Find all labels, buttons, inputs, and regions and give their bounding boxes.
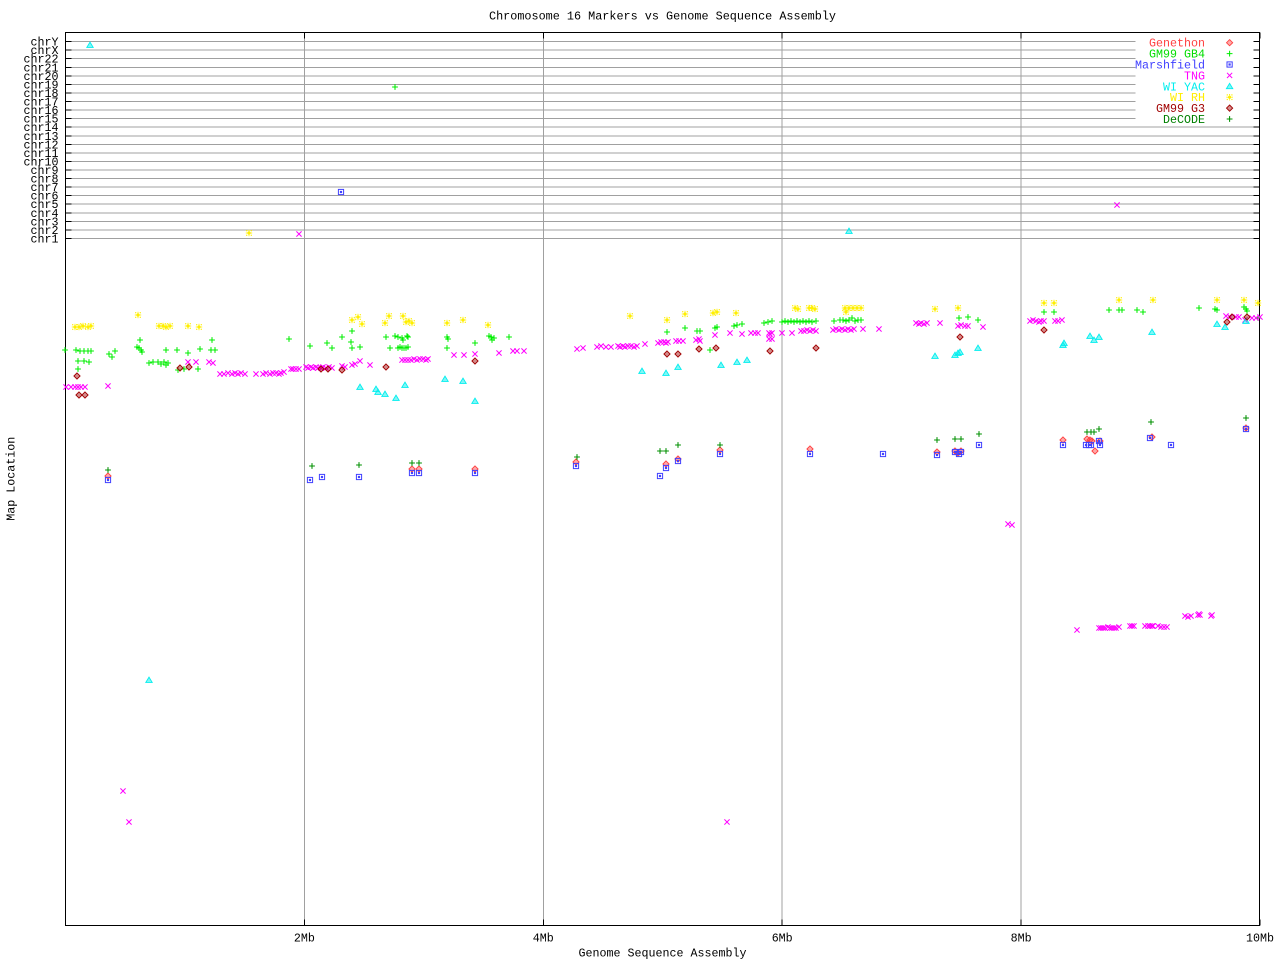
svg-text:WI YAC: WI YAC [1163,80,1205,94]
svg-text:Map Location: Map Location [5,437,19,521]
svg-text:chr18: chr18 [24,87,59,101]
svg-text:WI RH: WI RH [1170,91,1205,105]
svg-text:Chromosome 16 Markers vs Genom: Chromosome 16 Markers vs Genome Sequence… [489,10,836,24]
svg-text:chr4: chr4 [31,207,59,221]
svg-text:chrX: chrX [31,44,59,58]
svg-text:DeCODE: DeCODE [1163,113,1205,127]
svg-text:6Mb: 6Mb [772,932,793,946]
svg-text:chr14: chr14 [24,121,59,135]
svg-text:chr12: chr12 [24,138,59,152]
svg-text:Genethon: Genethon [1149,37,1205,51]
svg-text:8Mb: 8Mb [1011,932,1032,946]
svg-text:chr7: chr7 [31,181,59,195]
svg-text:chr11: chr11 [24,147,59,161]
svg-text:GM99 GB4: GM99 GB4 [1149,48,1205,62]
svg-text:chr1: chr1 [31,233,59,247]
svg-text:chr13: chr13 [24,130,59,144]
svg-text:chr19: chr19 [24,78,59,92]
svg-text:chr6: chr6 [31,190,59,204]
svg-text:chr20: chr20 [24,70,59,84]
svg-text:10Mb: 10Mb [1246,932,1274,946]
svg-text:chr8: chr8 [31,173,59,187]
svg-text:2Mb: 2Mb [294,932,315,946]
svg-text:chr16: chr16 [24,104,59,118]
svg-text:chr10: chr10 [24,155,59,169]
svg-text:4Mb: 4Mb [533,932,554,946]
svg-text:chrY: chrY [31,36,59,50]
svg-text:chr2: chr2 [31,224,59,238]
svg-text:chr22: chr22 [24,53,59,67]
svg-text:chr21: chr21 [24,61,59,75]
svg-text:chr3: chr3 [31,215,59,229]
svg-text:Marshfield: Marshfield [1135,59,1205,73]
svg-text:chr17: chr17 [24,96,59,110]
svg-text:TNG: TNG [1184,69,1205,83]
svg-text:chr9: chr9 [31,164,59,178]
svg-text:chr5: chr5 [31,198,59,212]
svg-text:GM99 G3: GM99 G3 [1156,102,1205,116]
svg-text:chr15: chr15 [24,113,59,127]
svg-text:Genome Sequence Assembly: Genome Sequence Assembly [579,947,747,960]
